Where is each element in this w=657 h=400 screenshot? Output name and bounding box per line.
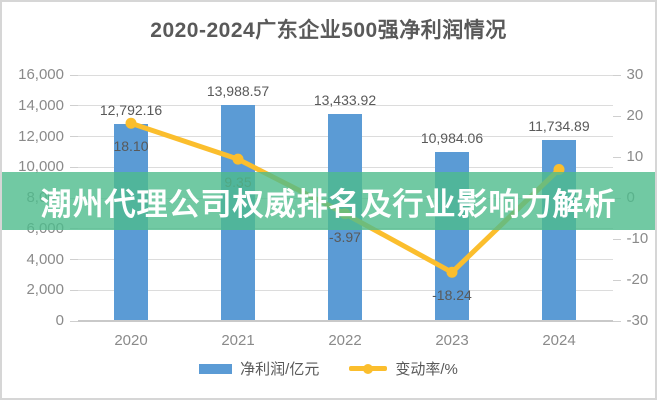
right-axis-tick-label: 10 — [626, 148, 644, 165]
left-tick — [69, 166, 78, 168]
bar-value-label: 13,433.92 — [313, 91, 377, 108]
right-tick — [612, 115, 621, 117]
bar-value-label: 12,792.16 — [99, 101, 163, 118]
left-axis-tick-label: 10,000 — [18, 158, 64, 176]
bar-value-label: 11,734.89 — [528, 118, 590, 135]
gridline — [77, 105, 613, 107]
left-axis-tick-label: 2,000 — [26, 281, 64, 299]
chart-title: 2020-2024广东企业500强净利润情况 — [150, 19, 507, 42]
x-axis-label-2021: 2021 — [221, 332, 255, 349]
bar-value-label: 13,988.57 — [206, 83, 270, 100]
right-tick — [612, 279, 621, 281]
line-series-dot-icon — [363, 363, 374, 374]
x-axis-label-2024: 2024 — [542, 332, 576, 349]
x-axis-label-2020: 2020 — [114, 332, 148, 349]
left-tick — [69, 136, 78, 137]
left-axis-tick-label: 12,000 — [18, 127, 64, 145]
right-tick — [612, 320, 621, 322]
right-axis-tick-label: -30 — [626, 312, 649, 329]
left-tick — [69, 259, 78, 260]
left-tick — [69, 105, 78, 107]
bar-series-swatch-icon — [199, 363, 233, 374]
right-tick — [612, 74, 621, 76]
legend-item-net-profit: 净利润/亿元 — [199, 358, 319, 379]
left-axis-tick-label: 14,000 — [18, 96, 64, 114]
right-axis-tick-label: 20 — [626, 107, 644, 124]
overlay-banner-text: 潮州代理公司权威排名及行业影响力解析 — [40, 186, 617, 222]
x-axis-label-2023: 2023 — [435, 332, 469, 349]
gridline — [77, 74, 613, 76]
right-axis-tick-label: -10 — [626, 230, 649, 247]
bar-2024 — [542, 140, 576, 321]
left-tick — [69, 320, 78, 322]
left-tick — [69, 74, 78, 76]
left-axis-tick-label: 0 — [55, 312, 64, 329]
left-axis-tick-label: 16,000 — [18, 66, 64, 83]
x-axis-label-2022: 2022 — [328, 332, 362, 349]
line-value-label: -18.24 — [432, 287, 472, 304]
x-axis-line — [77, 319, 613, 322]
right-axis-tick-label: -20 — [626, 271, 649, 288]
right-tick — [612, 238, 621, 240]
legend-label-net-profit: 净利润/亿元 — [240, 361, 320, 378]
line-value-label: 18.10 — [113, 138, 149, 155]
bar-value-label: 10,984.06 — [420, 129, 484, 146]
left-tick — [69, 289, 78, 291]
legend-label-change-rate: 变动率/% — [395, 361, 458, 378]
line-series-swatch-icon — [349, 363, 388, 374]
overlay-banner: 潮州代理公司权威排名及行业影响力解析 — [2, 172, 655, 230]
legend: 净利润/亿元 变动率/% — [2, 358, 655, 379]
legend-item-change-rate: 变动率/% — [349, 358, 458, 379]
right-tick — [612, 156, 621, 158]
left-axis-tick-label: 4,000 — [26, 250, 64, 268]
right-axis-tick-label: 30 — [626, 66, 644, 83]
line-value-label: -3.97 — [329, 228, 361, 245]
